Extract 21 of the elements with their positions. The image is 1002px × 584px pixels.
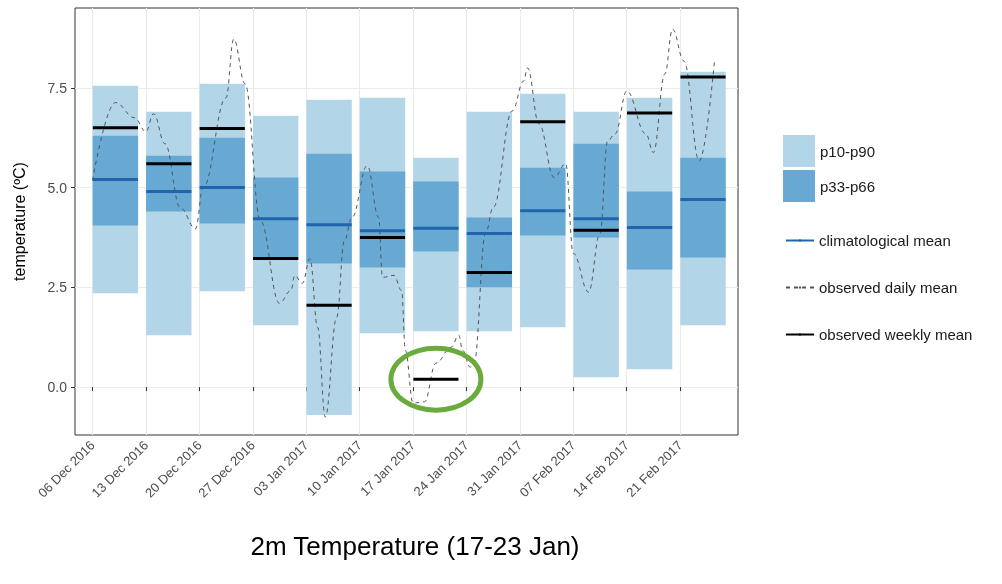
bar	[306, 153, 352, 264]
legend-label: climatological mean	[819, 232, 951, 249]
line-series	[91, 28, 715, 418]
legend-label: observed daily mean	[819, 279, 958, 296]
y-tick-label: 0.0	[47, 379, 68, 396]
y-tick-label: 5.0	[47, 179, 68, 196]
bar	[520, 167, 566, 236]
bar	[92, 135, 139, 226]
bar	[199, 137, 245, 224]
bar	[252, 177, 299, 260]
bar	[626, 191, 673, 270]
y-tick-label: 7.5	[47, 79, 68, 96]
bar	[413, 181, 459, 252]
bar	[680, 157, 726, 258]
text: 2m Temperature (17-23 Jan)	[250, 531, 580, 561]
y-tick-label: 2.5	[47, 279, 68, 296]
legend-label: p10-p90	[820, 142, 876, 160]
y-axis-title: temperature (ºC)	[10, 162, 28, 281]
legend-label: p33-p66	[820, 177, 876, 195]
bar	[359, 171, 406, 268]
legend-label: observed weekly mean	[819, 326, 973, 343]
